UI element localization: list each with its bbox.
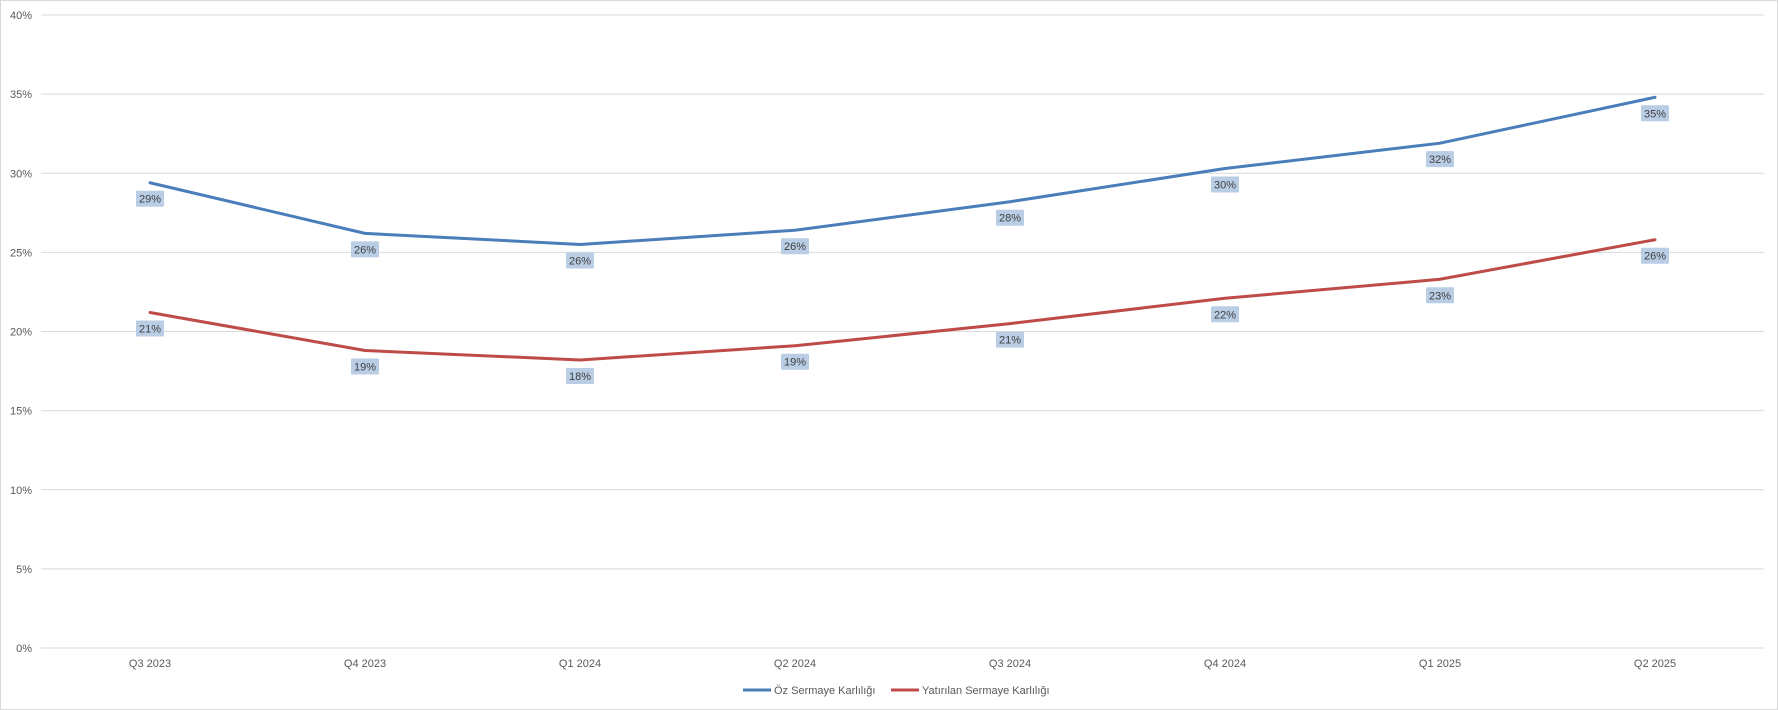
data-label-text: 23% [1429, 290, 1451, 302]
data-label: 21% [136, 320, 164, 337]
x-axis-ticks: Q3 2023 Q4 2023 Q1 2024 Q2 2024 Q3 2024 Q4 20… [129, 658, 1676, 670]
data-label-box [1426, 287, 1454, 304]
data-label-text: 30% [1214, 180, 1236, 192]
gridlines [41, 14, 1764, 649]
data-label: 19% [351, 358, 379, 375]
data-label-text: 28% [999, 213, 1021, 225]
data-label-text: 21% [999, 335, 1021, 347]
series-line-1 [148, 95, 1657, 246]
data-label-box [566, 367, 594, 384]
data-label: 26% [566, 252, 594, 269]
legend-item-1: Öz Sermaye Karlılığı [743, 685, 875, 697]
y-tick-label: 35% [10, 89, 32, 101]
data-label-text: 19% [354, 361, 376, 373]
data-label-box [351, 358, 379, 375]
data-label-text: 26% [784, 241, 806, 253]
series-line-2 [148, 238, 1657, 362]
data-label-box [996, 331, 1024, 348]
x-tick-label: Q4 2024 [1204, 658, 1246, 670]
data-label-box [781, 238, 809, 255]
data-label: 18% [566, 367, 594, 384]
data-label: 19% [781, 353, 809, 370]
data-label: 30% [1211, 176, 1239, 193]
x-tick-label: Q1 2025 [1419, 658, 1461, 670]
data-label-box [566, 252, 594, 269]
x-tick-label: Q3 2024 [989, 658, 1031, 670]
data-label-box [1211, 176, 1239, 193]
x-tick-label: Q2 2024 [774, 658, 816, 670]
data-label-box [136, 190, 164, 207]
legend-label: Yatırılan Sermaye Karlılığı [922, 685, 1050, 697]
x-tick-label: Q4 2023 [344, 658, 386, 670]
x-tick-label: Q3 2023 [129, 658, 171, 670]
data-label-box [1641, 247, 1669, 264]
legend: Öz Sermaye Karlılığı Yatırılan Sermaye Ka… [743, 685, 1050, 697]
data-label: 21% [996, 331, 1024, 348]
data-label-box [1426, 151, 1454, 168]
data-labels: 29% 26% 26% 26% 28% 30% 32% 35% 21% 19% 18% 19% 21% 2… [136, 105, 1669, 384]
data-label-box [136, 320, 164, 337]
data-label: 29% [136, 190, 164, 207]
y-tick-label: 10% [10, 485, 32, 497]
series-lines [148, 95, 1657, 362]
data-label-box [351, 241, 379, 258]
data-label: 26% [351, 241, 379, 258]
y-tick-label: 40% [10, 10, 32, 22]
y-tick-label: 20% [10, 327, 32, 339]
data-label: 26% [1641, 247, 1669, 264]
data-label-text: 35% [1644, 108, 1666, 120]
data-label: 22% [1211, 306, 1239, 323]
y-tick-label: 0% [16, 643, 32, 655]
data-label: 28% [996, 209, 1024, 226]
data-label-text: 21% [139, 324, 161, 336]
data-label: 23% [1426, 287, 1454, 304]
data-label-box [1641, 105, 1669, 122]
x-tick-label: Q2 2025 [1634, 658, 1676, 670]
data-label-box [996, 209, 1024, 226]
y-tick-label: 25% [10, 247, 32, 259]
data-label: 35% [1641, 105, 1669, 122]
data-label-box [781, 353, 809, 370]
data-label-text: 26% [354, 244, 376, 256]
data-label-box [1211, 306, 1239, 323]
data-label-text: 32% [1429, 154, 1451, 166]
y-axis-ticks: 0% 5% 10% 15% 20% 25% 30% 35% 40% [10, 10, 32, 655]
y-tick-label: 30% [10, 168, 32, 180]
legend-item-2: Yatırılan Sermaye Karlılığı [891, 685, 1050, 697]
legend-label: Öz Sermaye Karlılığı [774, 685, 875, 697]
y-tick-label: 5% [16, 564, 32, 576]
x-tick-label: Q1 2024 [559, 658, 601, 670]
data-label-text: 18% [569, 371, 591, 383]
data-label: 32% [1426, 151, 1454, 168]
data-label-text: 26% [1644, 251, 1666, 263]
data-label-text: 22% [1214, 309, 1236, 321]
data-label-text: 29% [139, 194, 161, 206]
data-label-text: 19% [784, 357, 806, 369]
data-label: 26% [781, 238, 809, 255]
data-label-text: 26% [569, 255, 591, 267]
y-tick-label: 15% [10, 406, 32, 418]
